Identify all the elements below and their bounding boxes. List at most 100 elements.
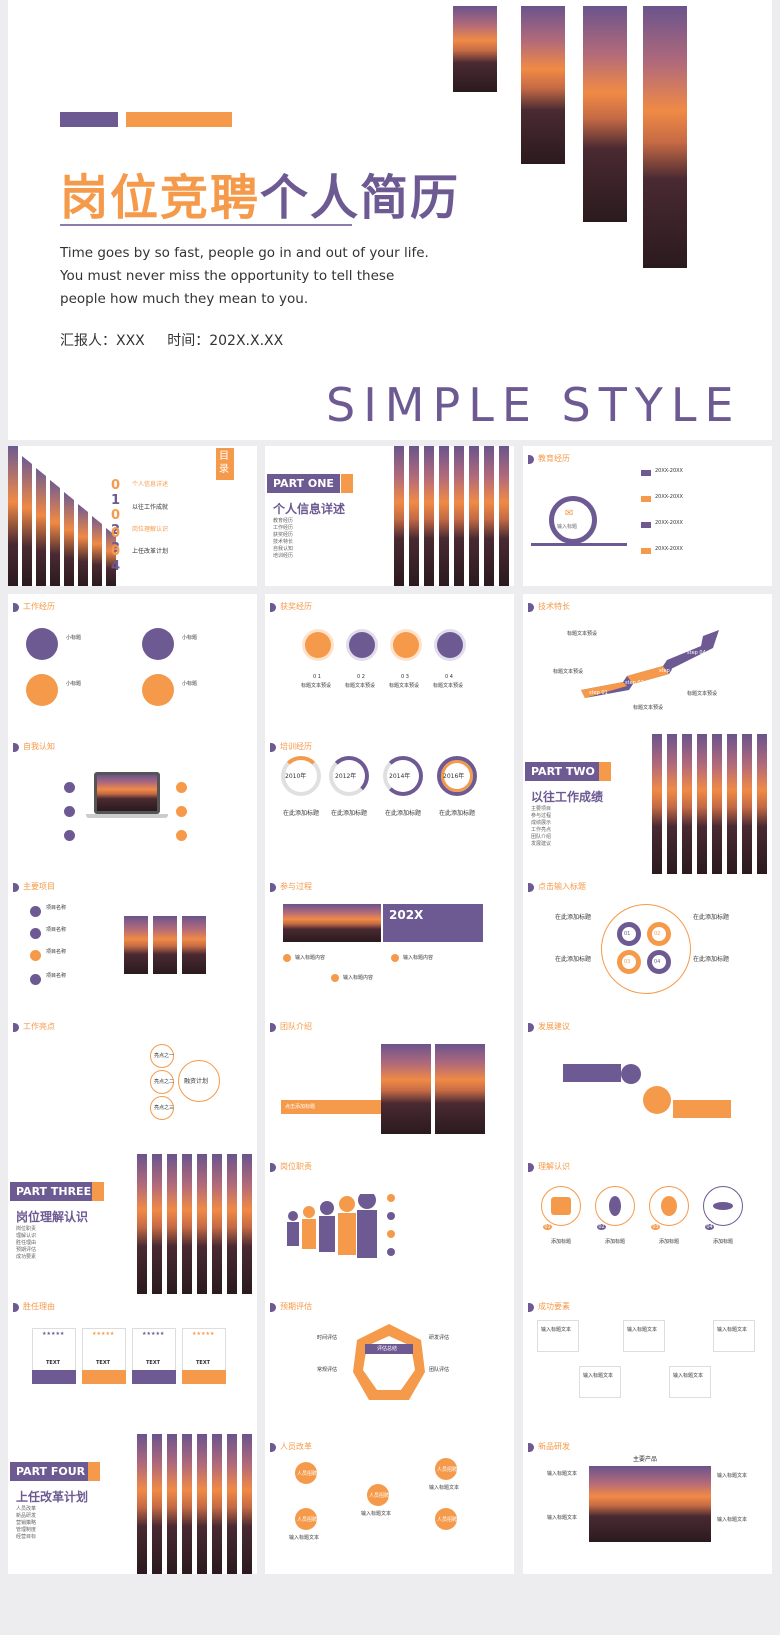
- part-one-title: 个人信息详述: [273, 502, 346, 516]
- process-year-box: [383, 904, 483, 942]
- reason-card-3: [132, 1328, 176, 1374]
- award-num-4: 0 4: [445, 674, 453, 680]
- success-slide[interactable]: 成功要素 输入标题文本 输入标题文本 输入标题文本 输入标题文本 输入标题文本: [523, 1294, 772, 1434]
- edu-year-1: 20XX-20XX: [655, 468, 683, 474]
- expect-label-1: 时间评估: [317, 1335, 338, 1341]
- dot-orange-2: [176, 806, 187, 817]
- project-photo-3: [182, 916, 206, 974]
- highlight-slide[interactable]: 工作亮点 亮点之一 亮点之二 亮点之三 融资计划: [8, 1014, 257, 1154]
- part-one-accent: [341, 474, 353, 493]
- duty-title: 岗位职责: [270, 1162, 312, 1172]
- process-photo: [283, 904, 381, 942]
- work-slide[interactable]: 工作经历 小标题 小标题 小标题 小标题: [8, 594, 257, 734]
- skill-slide[interactable]: 技术特长 step 01 step 02 step 03 step 04 标题文…: [523, 594, 772, 734]
- train-year-1: 2010年: [285, 773, 307, 780]
- award-label-3: 标题文本预设: [389, 683, 420, 689]
- edu-marker-3: [641, 522, 651, 528]
- award-num-1: 0 1: [313, 674, 321, 680]
- project-photo-2: [153, 916, 177, 974]
- highlight-node-3: [150, 1096, 174, 1120]
- cover-description: Time goes by so fast, people go in and o…: [60, 245, 429, 307]
- check-icon-1: [387, 1194, 395, 1202]
- result-num-1: 01: [624, 931, 631, 937]
- process-slide[interactable]: 参与过程 202X 输入标题内容 输入标题内容 输入标题内容: [265, 874, 514, 1014]
- edu-slide[interactable]: 教育经历 ✉ 输入标题 20XX-20XX 20XX-20XX 20XX-20X…: [523, 446, 772, 586]
- train-ring-2: [329, 756, 369, 796]
- expect-label-3: 常规评估: [317, 1367, 338, 1373]
- newproduct-slide[interactable]: 新品研发 主要产品 输入标题文本 输入标题文本 输入标题文本 输入标题文本: [523, 1434, 772, 1574]
- toc-item-2[interactable]: 以往工作成就: [132, 504, 169, 511]
- cover-tagline: SIMPLE STYLE: [326, 378, 742, 432]
- reform-circle-1: [295, 1462, 317, 1484]
- success-title: 成功要素: [528, 1302, 570, 1312]
- toc-item-1[interactable]: 个人信息详述: [132, 481, 169, 488]
- process-title: 参与过程: [270, 882, 312, 892]
- part-four-items: 人员改革 新品研发 营销策略 管理制度 经营目标: [16, 1506, 37, 1540]
- part-two-slide[interactable]: PART TWO 以往工作成绩 主要项目 参与过程 成绩展示 工作亮点 团队介绍 发展建议: [523, 734, 772, 874]
- project-slide[interactable]: 主要项目 项目名称 项目名称 项目名称 项目名称: [8, 874, 257, 1014]
- crown-icon-2: [26, 674, 58, 706]
- understand-label-4: 添加标题: [713, 1239, 734, 1245]
- reform-box-3: 输入标题文本: [361, 1511, 392, 1517]
- understand-slide[interactable]: 理解认识 01 02 03 04 添加标题 添加标题 添加标题 添加标题: [523, 1154, 772, 1294]
- part-two-title: 以往工作成绩: [531, 790, 604, 804]
- part-one-slide[interactable]: PART ONE 个人信息详述 教育经历 工作经历 获奖经历 技术特长 自我认知 培训经历: [265, 446, 514, 586]
- reform-slide[interactable]: 人员改革 人员招聘 人员招聘 人员招聘 人员招聘 人员招聘 输入标题文本 输入标…: [265, 1434, 514, 1574]
- team-slide[interactable]: 团队介绍 点击添加标题: [265, 1014, 514, 1154]
- reason-card-4: [182, 1328, 226, 1374]
- train-label-1: 在此添加标题: [283, 810, 320, 817]
- result-label-1: 在此添加标题: [555, 914, 592, 921]
- project-photo-1: [124, 916, 148, 974]
- part-four-slide[interactable]: PART FOUR 上任改革计划 人员改革 新品研发 营销策略 管理制度 经营目标: [8, 1434, 257, 1574]
- toc-label-box: [216, 448, 234, 480]
- process-dot-2: [391, 954, 399, 962]
- team-title: 团队介绍: [270, 1022, 312, 1032]
- award-slide[interactable]: 获奖经历 0 1 0 2 0 3 0 4 标题文本预设 标题文本预设 标题文本预…: [265, 594, 514, 734]
- team-bar-label: 点击添加标题: [285, 1104, 316, 1110]
- advice-slide[interactable]: 发展建议: [523, 1014, 772, 1154]
- expect-slide[interactable]: 预期评估 评估总结 时间评估 研发评估 常规评估 团队评估: [265, 1294, 514, 1434]
- newproduct-photo: [589, 1466, 711, 1542]
- result-slide[interactable]: 点击输入标题 01 02 03 04 在此添加标题 在此添加标题 在此添加标题 …: [523, 874, 772, 1014]
- train-slide[interactable]: 培训经历 2010年 2012年 2014年 2016年 在此添加标题 在此添加…: [265, 734, 514, 874]
- team-bar: [281, 1100, 399, 1114]
- understand-label-2: 添加标题: [605, 1239, 626, 1245]
- result-ring-3: [617, 950, 641, 974]
- edu-marker-2: [641, 496, 651, 502]
- self-slide[interactable]: 自我认知: [8, 734, 257, 874]
- award-label-4: 标题文本预设: [433, 683, 464, 689]
- reason-slide[interactable]: 胜任理由 ★★★★★ ★★★★★ ★★★★★ ★★★★★ TEXT TEXT T…: [8, 1294, 257, 1434]
- accent-bar-orange: [126, 112, 232, 127]
- part-three-accent: [92, 1182, 104, 1201]
- advice-box-orange: [673, 1100, 731, 1118]
- success-label-1: 输入标题文本: [541, 1327, 572, 1333]
- reason-card-2: [82, 1328, 126, 1374]
- train-label-2: 在此添加标题: [331, 810, 368, 817]
- reason-stars-1: ★★★★★: [42, 1331, 65, 1337]
- check-icon-4: [387, 1248, 395, 1256]
- award-label-1: 标题文本预设: [301, 683, 332, 689]
- reason-tab-1: [32, 1370, 76, 1384]
- duty-slide[interactable]: 岗位职责: [265, 1154, 514, 1294]
- toc-item-3[interactable]: 岗位理解认识: [132, 526, 169, 533]
- step-3: step 03: [659, 668, 678, 674]
- skill-label-2: 标题文本预设: [553, 669, 584, 675]
- layers-icon: [349, 632, 375, 658]
- project-title: 主要项目: [13, 882, 55, 892]
- reason-text-4: TEXT: [196, 1360, 211, 1366]
- reason-text-1: TEXT: [46, 1360, 61, 1366]
- work-label-4: 小标题: [182, 681, 198, 687]
- process-dot-1: [283, 954, 291, 962]
- database-icon: [649, 1186, 689, 1226]
- database-icon-glyph: [661, 1196, 677, 1216]
- skill-arrow-graphic: [581, 630, 719, 698]
- skill-title: 技术特长: [528, 602, 570, 612]
- cover-slide[interactable]: 岗位竞聘个人简历 Time goes by so fast, people go…: [8, 0, 772, 440]
- toc-item-4[interactable]: 上任改革计划: [132, 548, 169, 555]
- part-three-slide[interactable]: PART THREE 岗位理解认识 岗位职责 理解认识 胜任理由 预期评估 成功要素: [8, 1154, 257, 1294]
- newproduct-label-3: 输入标题文本: [547, 1515, 578, 1521]
- cover-title-orange: 岗位竞聘: [60, 170, 261, 226]
- team-photo-2: [435, 1044, 485, 1134]
- photo-strip-4: [643, 6, 687, 268]
